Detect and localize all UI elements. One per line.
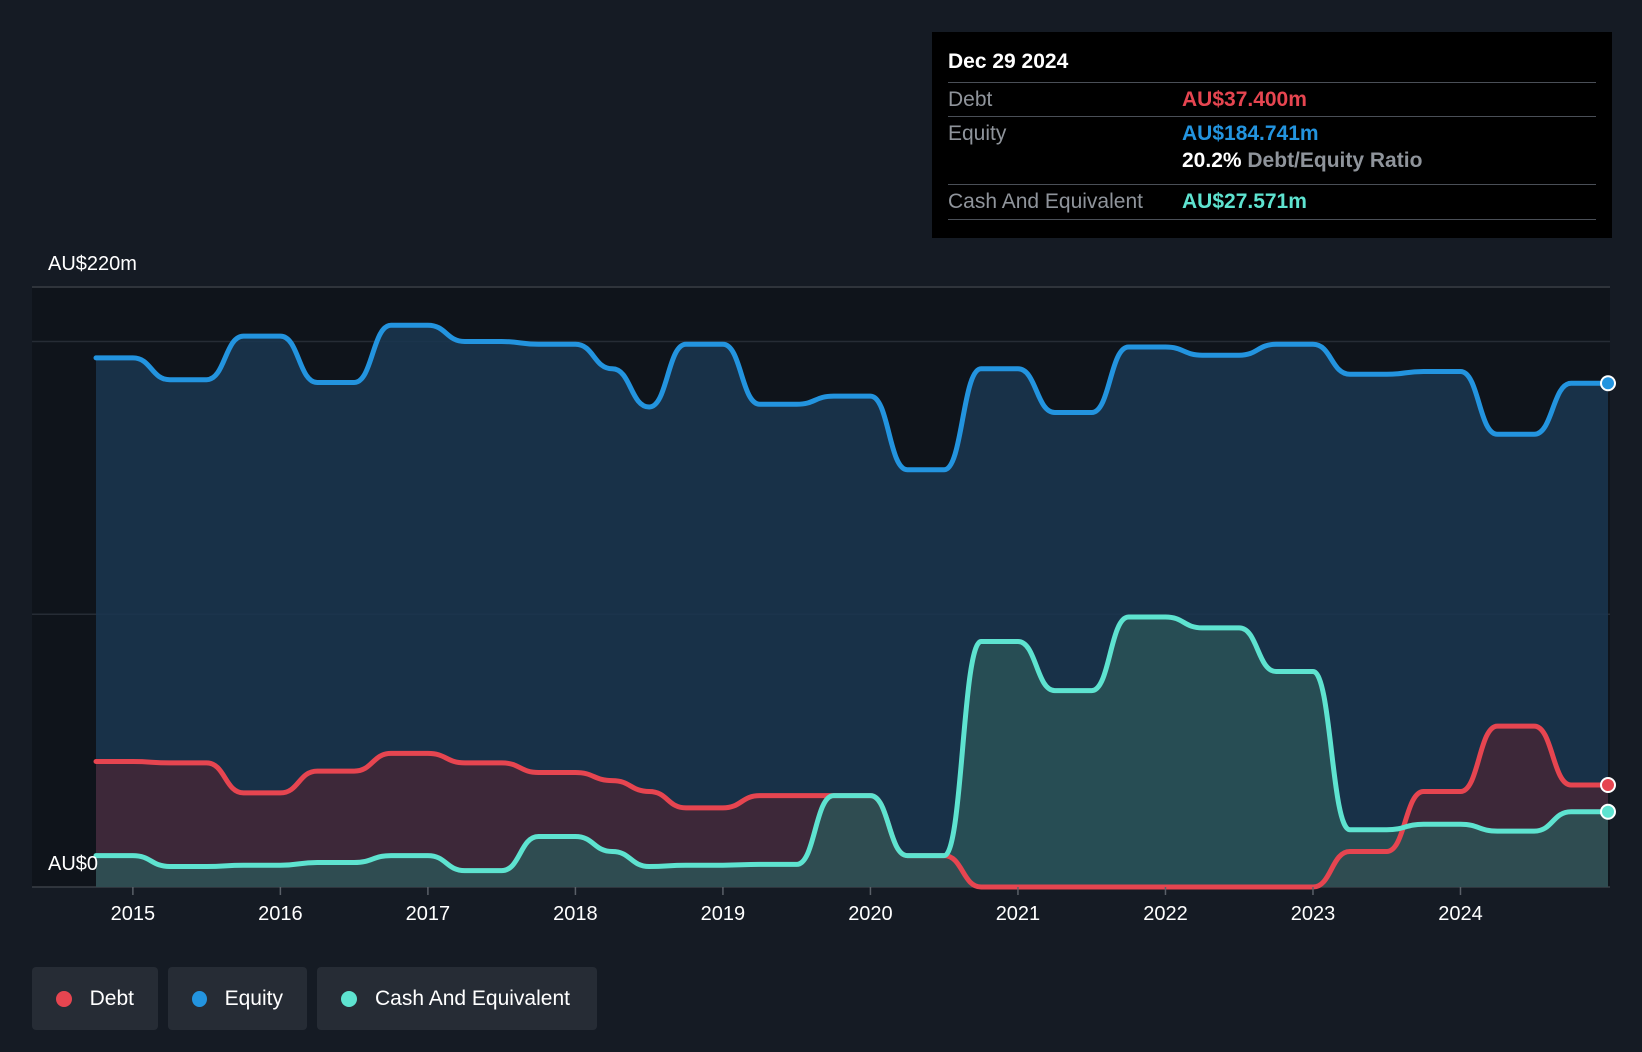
tooltip-equity-value: AU$184.741m: [1182, 122, 1319, 145]
tooltip-ratio: 20.2% Debt/Equity Ratio: [1182, 149, 1422, 173]
series-areas: [96, 325, 1608, 887]
x-tick-label: 2021: [996, 903, 1041, 925]
legend-label-debt: Debt: [89, 986, 134, 1010]
line-cash-and-equivalent: [93, 614, 1611, 874]
legend-dot-debt: [56, 990, 72, 1007]
end-dot-cash-and-equivalent: [1600, 803, 1616, 820]
y-axis-min-label: AU$0: [48, 853, 98, 875]
legend-item-debt[interactable]: Debt: [32, 967, 158, 1030]
tooltip-cash-value: AU$27.571m: [1182, 190, 1307, 213]
series-lines: [93, 322, 1611, 890]
legend-label-equity: Equity: [224, 986, 283, 1010]
x-tick-label: 2024: [1438, 903, 1483, 925]
y-axis-max-label: AU$220m: [48, 253, 137, 275]
series-end-markers: [1600, 375, 1616, 820]
tooltip-cash-label: Cash And Equivalent: [948, 190, 1143, 213]
tooltip-row-debt: Debt AU$37.400m: [948, 82, 1596, 117]
legend-item-equity[interactable]: Equity: [168, 967, 307, 1030]
legend-label-cash: Cash And Equivalent: [375, 986, 570, 1010]
x-tick-label: 2022: [1143, 903, 1188, 925]
tooltip-ratio-value: 20.2%: [1182, 149, 1242, 172]
end-dot-equity: [1600, 375, 1616, 392]
x-tick-label: 2023: [1291, 903, 1336, 925]
legend-dot-equity: [192, 990, 207, 1007]
x-tick-label: 2020: [848, 903, 893, 925]
tooltip-date: Dec 29 2024: [948, 50, 1069, 73]
tooltip-row-equity: Equity AU$184.741m: [948, 116, 1596, 151]
end-dot-debt: [1600, 777, 1616, 793]
chart-legend: Debt Equity Cash And Equivalent: [32, 967, 597, 1030]
x-tick-label: 2018: [553, 903, 598, 925]
x-tick-label: 2016: [258, 903, 303, 925]
legend-dot-cash: [341, 990, 357, 1007]
tooltip-ratio-label: Debt/Equity Ratio: [1247, 149, 1423, 172]
x-axis-ticks: 2015 2016 2017 2018 2019 2020 2021 2022 2023 2024: [111, 887, 1483, 925]
chart-tooltip: Dec 29 2024 Debt AU$37.400m Equity AU$18…: [932, 32, 1612, 238]
x-tick-label: 2019: [701, 903, 746, 925]
x-tick-label: 2015: [111, 903, 156, 925]
tooltip-debt-label: Debt: [948, 88, 993, 111]
tooltip-debt-value: AU$37.400m: [1182, 88, 1307, 111]
tooltip-row-ratio: 20.2% Debt/Equity Ratio: [948, 149, 1596, 184]
tooltip-row-cash: Cash And Equivalent AU$27.571m: [948, 184, 1596, 220]
legend-item-cash[interactable]: Cash And Equivalent: [317, 967, 597, 1030]
line-equity: [93, 322, 1611, 473]
tooltip-equity-label: Equity: [948, 122, 1007, 145]
area-cash-and-equivalent: [96, 617, 1608, 887]
x-tick-label: 2017: [406, 903, 451, 925]
